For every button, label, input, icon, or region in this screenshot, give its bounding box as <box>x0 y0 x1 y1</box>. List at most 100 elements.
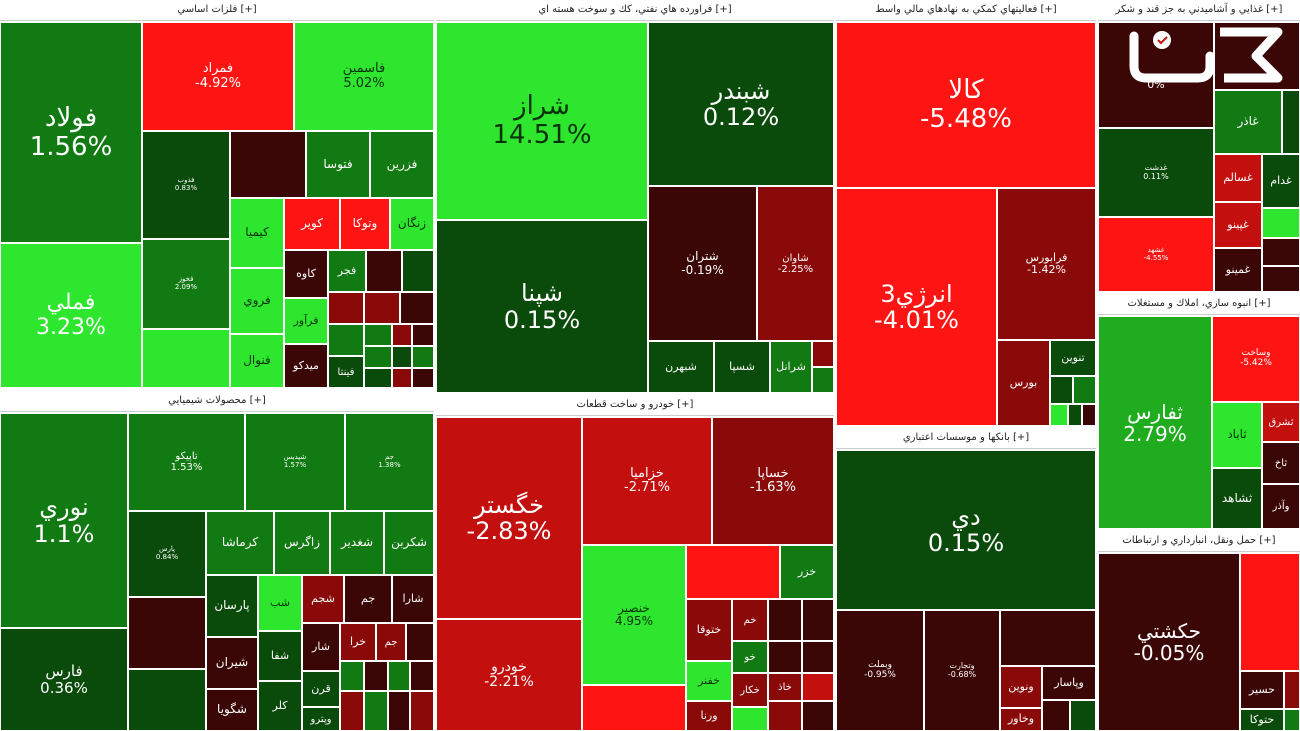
stock-tile-khekar[interactable]: خكار <box>732 673 768 707</box>
stock-tile-shar[interactable]: شار <box>302 623 340 671</box>
stock-tile-shavan[interactable]: شاوان -2.25% <box>757 186 834 341</box>
stock-tile-vadar[interactable]: وآذر <box>1262 484 1300 529</box>
stock-tile-shebandar[interactable]: شبندر 0.12% <box>648 22 834 186</box>
stock-tile-unnamed[interactable] <box>340 661 364 691</box>
stock-tile-fars[interactable]: فارس 0.36% <box>0 628 128 731</box>
stock-tile-shepna[interactable]: شپنا 0.15% <box>436 220 648 393</box>
stock-tile-shiran[interactable]: شيران <box>206 637 258 689</box>
stock-tile-vepasar[interactable]: وپاسار <box>1042 666 1096 700</box>
sector-header[interactable]: حمل ونقل، انبارداري و ارتباطات [+] <box>1098 531 1300 552</box>
stock-tile-khazar[interactable]: خزر <box>780 545 834 599</box>
stock-tile-unnamed[interactable] <box>802 701 834 731</box>
stock-tile-fasmin[interactable]: فاسمين 5.02% <box>294 22 434 131</box>
stock-tile-unnamed[interactable] <box>1284 671 1300 709</box>
stock-tile-tapiko[interactable]: تاپيكو 1.53% <box>128 413 245 511</box>
stock-tile-hetooka[interactable]: حتوكا <box>1240 709 1284 731</box>
stock-tile-kavir[interactable]: كوير <box>284 198 340 250</box>
stock-tile-unnamed[interactable] <box>366 250 402 292</box>
stock-tile-vekhavar[interactable]: وخاور <box>1000 708 1042 731</box>
stock-tile-vetejarat[interactable]: وتجارت -0.68% <box>924 610 1000 731</box>
stock-tile-unnamed[interactable] <box>388 661 410 691</box>
stock-tile-khafanar[interactable]: خفنر <box>686 661 732 701</box>
stock-tile-unnamed[interactable] <box>812 341 834 367</box>
stock-tile-khoj[interactable]: خو <box>732 641 768 673</box>
stock-tile-unnamed[interactable] <box>128 597 206 669</box>
stock-tile-fenta[interactable]: فينتا <box>328 356 364 388</box>
stock-tile-hesir[interactable]: حسير <box>1240 671 1284 709</box>
stock-tile-teshahd[interactable]: ثشاهد <box>1212 468 1262 529</box>
stock-tile-shejam[interactable]: شجم <box>302 575 344 623</box>
stock-tile-unnamed[interactable] <box>388 691 410 731</box>
stock-tile-unnamed[interactable] <box>412 346 434 368</box>
stock-tile-unnamed[interactable] <box>406 623 434 661</box>
stock-tile-shekarbon[interactable]: شكربن <box>384 511 434 575</box>
sector-header[interactable]: فعاليتهاي كمكي به نهادهاي مالي واسط [+] <box>836 0 1096 21</box>
stock-tile-feravar[interactable]: فرآور <box>284 298 328 344</box>
sector-header[interactable]: انبوه سازي، املاك و مستغلات [+] <box>1098 294 1300 315</box>
stock-tile-fajr[interactable]: فجر <box>328 250 366 292</box>
stock-tile-unnamed[interactable] <box>328 292 364 324</box>
stock-tile-khaz[interactable]: خاذ <box>768 673 802 701</box>
stock-tile-hekashti[interactable]: حكشتي -0.05% <box>1098 553 1240 731</box>
stock-tile-zagros[interactable]: زاگرس <box>274 511 330 575</box>
stock-tile-kermasha[interactable]: كرماشا <box>206 511 274 575</box>
stock-tile-teshargh[interactable]: ثشرق <box>1262 402 1300 442</box>
stock-tile-shegooya[interactable]: شگويا <box>206 689 258 731</box>
stock-tile-fetoosa[interactable]: فتوسا <box>306 131 370 198</box>
stock-tile-unnamed[interactable] <box>340 691 364 731</box>
stock-tile-unnamed[interactable] <box>768 641 802 673</box>
stock-tile-unnamed[interactable] <box>230 131 306 198</box>
stock-tile-unnamed[interactable] <box>364 346 392 368</box>
stock-tile-unnamed[interactable] <box>402 250 434 292</box>
stock-tile-unnamed[interactable] <box>128 669 206 731</box>
stock-tile-ghdam[interactable]: غدام <box>1262 154 1300 208</box>
stock-tile-qaran[interactable]: قرن <box>302 671 340 707</box>
stock-tile-vebmelat[interactable]: وبملت -0.95% <box>836 610 924 731</box>
stock-tile-unnamed[interactable] <box>328 324 364 356</box>
stock-tile-unnamed[interactable] <box>1068 404 1082 426</box>
stock-tile-unnamed[interactable] <box>364 661 388 691</box>
stock-tile-di[interactable]: دي 0.15% <box>836 450 1096 610</box>
stock-tile-unnamed[interactable] <box>412 324 434 346</box>
stock-tile-khegostar[interactable]: خگستر -2.83% <box>436 417 582 619</box>
stock-tile-tabad[interactable]: ثاباد <box>1212 402 1262 468</box>
stock-tile-ghazar[interactable]: غاذر <box>1214 90 1282 154</box>
stock-tile-khetooqa[interactable]: ختوقا <box>686 599 732 661</box>
stock-tile-ghesalam[interactable]: غسالم <box>1214 154 1262 202</box>
stock-tile-tenvin[interactable]: تنوين <box>1050 340 1096 376</box>
stock-tile-unnamed[interactable] <box>1000 610 1096 666</box>
stock-tile-unnamed[interactable] <box>1284 709 1300 731</box>
stock-tile-unnamed[interactable] <box>1042 700 1070 731</box>
sector-header[interactable]: محصولات شيميايي [+] <box>0 391 434 412</box>
sector-header[interactable]: فلزات اساسي [+] <box>0 0 434 21</box>
stock-tile-midko[interactable]: ميدكو <box>284 344 328 388</box>
stock-tile-unnamed[interactable] <box>392 368 412 388</box>
stock-tile-fazar[interactable]: فذوب 0.83% <box>142 131 230 239</box>
stock-tile-unnamed[interactable] <box>686 545 780 599</box>
stock-tile-unnamed[interactable] <box>410 661 434 691</box>
stock-tile-sheshab[interactable]: شب <box>258 575 302 631</box>
stock-tile-unnamed[interactable] <box>392 324 412 346</box>
stock-tile-energy3[interactable]: انرژي3 -4.01% <box>836 188 997 426</box>
stock-tile-unnamed[interactable] <box>802 641 834 673</box>
stock-tile-shghadir[interactable]: شغدير <box>330 511 384 575</box>
stock-tile-unnamed[interactable] <box>1262 266 1300 292</box>
stock-tile-unnamed[interactable] <box>410 691 434 731</box>
stock-tile-fkhooz[interactable]: فخوز 2.09% <box>142 239 230 329</box>
stock-tile-fameli[interactable]: فملي 3.23% <box>0 243 142 388</box>
stock-tile-fanval[interactable]: فنوال <box>230 334 284 388</box>
sector-header[interactable]: بانكها و موسسات اعتباري [+] <box>836 428 1096 449</box>
stock-tile-shetran[interactable]: شتران -0.19% <box>648 186 757 341</box>
stock-tile-ghmino[interactable]: غمينو <box>1214 248 1262 292</box>
stock-tile-unnamed[interactable] <box>1050 404 1068 426</box>
stock-tile-shesepa[interactable]: شسپا <box>714 341 770 393</box>
stock-tile-unnamed[interactable] <box>802 599 834 641</box>
stock-tile-kaveh[interactable]: كاوه <box>284 250 328 298</box>
stock-tile-bourse[interactable]: بورس <box>997 340 1050 426</box>
stock-tile-shepdis[interactable]: شپديس 1.57% <box>245 413 345 511</box>
stock-tile-unnamed[interactable] <box>142 329 230 388</box>
stock-tile-femrad[interactable]: فمراد -4.92% <box>142 22 294 131</box>
stock-tile-tekh[interactable]: ثاخ <box>1262 442 1300 484</box>
stock-tile-unnamed[interactable] <box>582 685 686 731</box>
stock-tile-unnamed[interactable] <box>1050 376 1073 404</box>
